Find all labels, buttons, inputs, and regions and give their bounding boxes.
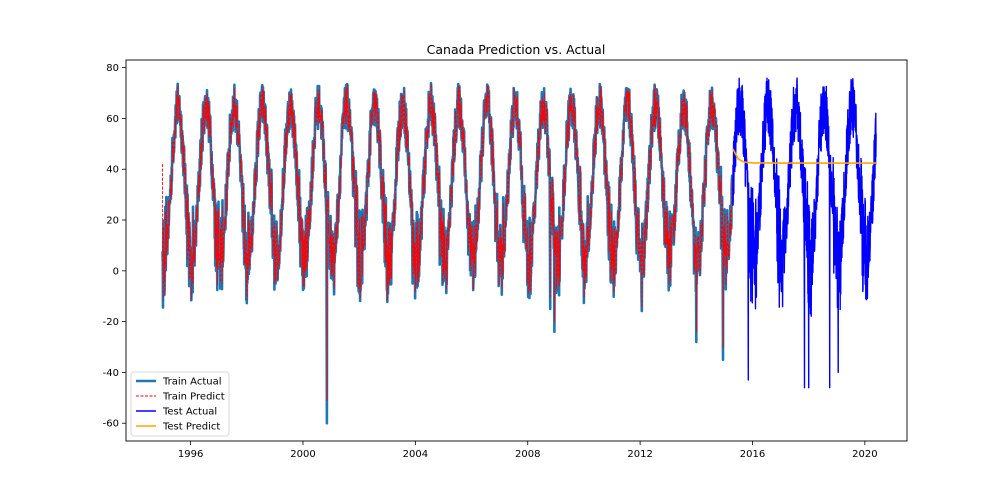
y-tick-label: 80 xyxy=(106,63,119,74)
x-tick-label: 2000 xyxy=(290,449,315,460)
x-tick-label: 1996 xyxy=(178,449,203,460)
legend-label: Test Actual xyxy=(162,407,217,418)
series-layer xyxy=(161,77,877,425)
chart-title: Canada Prediction vs. Actual xyxy=(427,42,606,57)
plot-area-frame xyxy=(125,59,908,442)
x-axis: 1996 2000 2004 2008 2012 2016 2020 xyxy=(178,441,878,460)
y-tick-label: 60 xyxy=(106,114,119,125)
series-test-actual xyxy=(732,77,877,389)
legend-label: Test Predict xyxy=(162,422,220,433)
y-tick-label: 20 xyxy=(106,216,119,227)
y-tick-label: -20 xyxy=(103,317,119,328)
series-test-predict xyxy=(732,148,877,164)
x-tick-label: 2008 xyxy=(515,449,540,460)
legend: Train Actual Train Predict Test Actual Test… xyxy=(130,371,230,437)
y-tick-label: 0 xyxy=(113,266,119,277)
x-tick-label: 2020 xyxy=(852,449,877,460)
series-train-predict xyxy=(162,83,734,401)
x-tick-label: 2004 xyxy=(403,449,428,460)
y-tick-label: -40 xyxy=(103,368,119,379)
legend-label: Train Predict xyxy=(162,392,225,403)
y-axis: -60 -40 -20 0 20 40 60 80 xyxy=(103,63,126,430)
y-tick-label: -60 xyxy=(103,419,119,430)
y-tick-label: 40 xyxy=(106,165,119,176)
x-tick-label: 2012 xyxy=(627,449,652,460)
legend-box xyxy=(130,371,230,437)
legend-label: Train Actual xyxy=(162,377,222,388)
x-tick-label: 2016 xyxy=(740,449,765,460)
